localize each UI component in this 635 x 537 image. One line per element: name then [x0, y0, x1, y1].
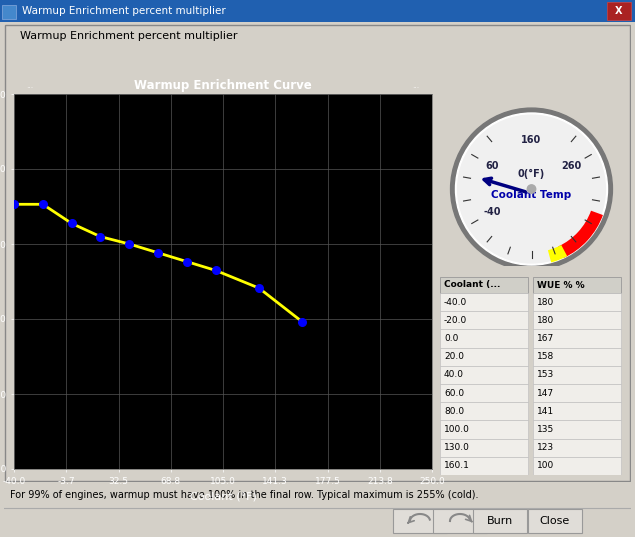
Point [95, 233, 105, 241]
Text: 141: 141 [537, 407, 554, 416]
FancyBboxPatch shape [440, 402, 528, 420]
FancyBboxPatch shape [607, 2, 631, 20]
Text: 180: 180 [537, 316, 554, 325]
Text: 153: 153 [537, 371, 554, 380]
FancyBboxPatch shape [533, 420, 621, 439]
FancyBboxPatch shape [533, 366, 621, 384]
FancyBboxPatch shape [533, 402, 621, 420]
Text: WUE % %: WUE % % [537, 280, 585, 289]
FancyBboxPatch shape [393, 509, 447, 533]
Text: -40.0: -40.0 [444, 297, 467, 307]
Text: 167: 167 [537, 334, 554, 343]
Wedge shape [548, 245, 567, 263]
FancyBboxPatch shape [440, 277, 528, 293]
Text: 60.0: 60.0 [444, 389, 464, 397]
Text: Burn: Burn [487, 516, 513, 526]
FancyBboxPatch shape [473, 509, 527, 533]
Text: X: X [615, 6, 623, 16]
Text: 0(°F): 0(°F) [518, 169, 545, 179]
FancyBboxPatch shape [533, 347, 621, 366]
FancyBboxPatch shape [533, 384, 621, 402]
FancyBboxPatch shape [440, 329, 528, 347]
Text: Warmup Enrichment percent multiplier: Warmup Enrichment percent multiplier [20, 31, 237, 41]
Text: 130.0: 130.0 [444, 443, 470, 452]
Point [182, 257, 192, 266]
Text: For 99% of engines, warmup must have 100% in the final row. Typical maximum is 2: For 99% of engines, warmup must have 100… [10, 490, 479, 499]
FancyBboxPatch shape [440, 457, 528, 475]
Circle shape [455, 113, 608, 265]
Text: 123: 123 [537, 443, 554, 452]
FancyBboxPatch shape [440, 347, 528, 366]
Point [9, 200, 19, 208]
FancyBboxPatch shape [440, 293, 528, 311]
Point [67, 219, 77, 228]
Text: Coolant (...: Coolant (... [444, 280, 500, 289]
FancyBboxPatch shape [533, 457, 621, 475]
FancyBboxPatch shape [0, 0, 635, 22]
Text: 100: 100 [537, 461, 554, 470]
FancyBboxPatch shape [2, 5, 16, 19]
Wedge shape [558, 211, 603, 258]
Point [211, 266, 221, 275]
Text: Close: Close [540, 516, 570, 526]
Text: 158: 158 [537, 352, 554, 361]
FancyBboxPatch shape [440, 439, 528, 457]
Text: 60: 60 [485, 161, 498, 171]
Text: Warmup Enrichment percent multiplier: Warmup Enrichment percent multiplier [22, 6, 226, 16]
Text: -20.0: -20.0 [444, 316, 467, 325]
Text: 40.0: 40.0 [444, 371, 464, 380]
Point [124, 240, 135, 248]
FancyBboxPatch shape [440, 311, 528, 329]
Text: Warmup Enrichment Curve: Warmup Enrichment Curve [134, 79, 312, 92]
Text: 160: 160 [521, 135, 542, 145]
Text: 0.0: 0.0 [444, 334, 458, 343]
FancyBboxPatch shape [533, 311, 621, 329]
Circle shape [458, 115, 605, 263]
FancyBboxPatch shape [533, 293, 621, 311]
Text: 180: 180 [537, 297, 554, 307]
FancyBboxPatch shape [440, 420, 528, 439]
Text: 260: 260 [561, 161, 581, 171]
FancyBboxPatch shape [440, 384, 528, 402]
Text: 160.1: 160.1 [444, 461, 470, 470]
FancyBboxPatch shape [433, 509, 487, 533]
FancyBboxPatch shape [440, 366, 528, 384]
Text: 147: 147 [537, 389, 554, 397]
FancyBboxPatch shape [533, 329, 621, 347]
Point [37, 200, 48, 208]
X-axis label: Coolant (°F): Coolant (°F) [190, 491, 257, 501]
Circle shape [527, 185, 536, 193]
Text: 80.0: 80.0 [444, 407, 464, 416]
Point [297, 318, 307, 326]
Text: ...: ... [412, 82, 420, 90]
FancyBboxPatch shape [533, 439, 621, 457]
Point [254, 284, 264, 293]
Text: 100.0: 100.0 [444, 425, 470, 434]
Text: Coolant Temp: Coolant Temp [491, 190, 572, 200]
FancyBboxPatch shape [533, 277, 621, 293]
FancyBboxPatch shape [528, 509, 582, 533]
Text: ...: ... [27, 82, 34, 90]
Point [153, 249, 163, 257]
Text: 20.0: 20.0 [444, 352, 464, 361]
Circle shape [451, 108, 612, 270]
Text: -40: -40 [483, 207, 500, 217]
Text: 135: 135 [537, 425, 554, 434]
